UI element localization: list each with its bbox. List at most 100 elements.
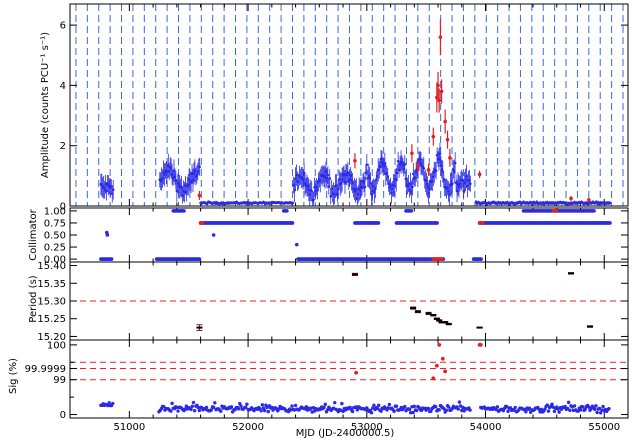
significance-point: [563, 404, 567, 409]
data-point: [291, 201, 295, 205]
period-point: [410, 307, 417, 310]
significance-point: [552, 409, 557, 414]
y-tick-label: 1.00: [44, 206, 66, 217]
y-tick-label: 0.00: [44, 255, 66, 266]
significance-point: [394, 404, 399, 408]
significance-point: [372, 403, 376, 407]
significance-point: [323, 402, 327, 407]
amplitude-axis-label: Amplitude (counts PCU⁻¹ s⁻¹): [40, 32, 51, 178]
period-point: [587, 325, 594, 328]
significance-point: [414, 408, 419, 413]
significance-point: [169, 409, 173, 413]
significance-point: [593, 407, 597, 412]
period-point: [445, 323, 452, 326]
significance-point: [197, 408, 202, 413]
detection-point: [445, 137, 450, 142]
detection-point: [426, 168, 431, 172]
significance-point: [429, 409, 433, 413]
significance-point: [209, 408, 213, 412]
x-tick-label: 55000: [588, 422, 620, 433]
significance-point: [266, 409, 270, 414]
amplitude-panel: 0 2 4 6: [60, 3, 629, 213]
x-tick-label: 53000: [351, 422, 383, 433]
significance-point: [412, 404, 416, 409]
significance-point: [170, 401, 174, 406]
data-point: [403, 163, 407, 166]
significance-point: [557, 410, 561, 414]
period-point: [414, 310, 421, 313]
significance-detection: [437, 342, 442, 347]
significance-detection: [431, 376, 436, 381]
significance-point: [468, 408, 472, 412]
detection-point: [416, 165, 420, 169]
detection-point: [436, 83, 440, 88]
collimator-point: [435, 221, 439, 225]
panel-frame: [69, 207, 629, 263]
significance-point: [594, 404, 598, 408]
detection-point: [587, 198, 591, 202]
significance-point: [444, 408, 449, 413]
panel-frame: [69, 339, 629, 419]
significance-point: [506, 409, 510, 414]
data-point: [395, 171, 399, 175]
period-point: [442, 321, 449, 324]
collimator-detection: [440, 257, 444, 261]
significance-point: [190, 404, 194, 409]
collimator-point: [211, 233, 216, 237]
collimator-point: [197, 257, 202, 261]
significance-point: [162, 404, 166, 409]
significance-point: [387, 402, 392, 407]
significance-point: [572, 404, 577, 408]
significance-point: [601, 404, 605, 409]
collimator-point: [182, 209, 186, 213]
period-point: [476, 326, 483, 329]
significance-point: [513, 405, 517, 410]
detection-point: [353, 158, 357, 163]
y-tick-label: 4: [60, 81, 66, 92]
significance-point: [219, 409, 223, 413]
significance-point: [213, 401, 217, 405]
significance-point: [245, 402, 249, 406]
significance-point: [184, 404, 189, 408]
detection-point: [443, 119, 447, 124]
period-point: [425, 312, 432, 315]
y-tick-label: 0: [60, 410, 66, 421]
x-tick-label: 54000: [470, 422, 502, 433]
data-point: [365, 163, 369, 166]
significance-point: [290, 404, 294, 408]
data-point: [374, 187, 377, 191]
significance-point: [204, 405, 209, 410]
significance-point: [392, 409, 396, 413]
significance-point: [107, 401, 111, 405]
significance-point: [407, 407, 412, 412]
significance-point: [111, 401, 115, 406]
significance-point: [259, 409, 263, 413]
collimator-detection: [481, 221, 485, 225]
significance-point: [581, 405, 585, 409]
data-point: [469, 182, 472, 186]
significance-point: [447, 405, 451, 409]
period-point: [196, 326, 203, 329]
significance-point: [568, 408, 572, 412]
significance-detection: [443, 369, 448, 374]
period-point: [430, 314, 437, 317]
data-point: [337, 187, 340, 191]
data-point: [438, 152, 442, 156]
significance-point: [550, 402, 554, 406]
period-axis-label: Period (s): [28, 275, 39, 322]
significance-point: [578, 408, 583, 412]
x-tick-label: 52000: [232, 422, 264, 433]
data-point: [434, 169, 438, 172]
significance-point: [229, 405, 234, 409]
collimator-point: [592, 209, 596, 213]
period-panel: 15.20 15.25 15.30 15.35 15.40: [37, 261, 629, 343]
y-tick-label: 15.35: [37, 279, 66, 290]
y-tick-label: 100: [47, 340, 66, 351]
y-tick-label: 99: [53, 375, 66, 386]
data-point: [312, 198, 315, 201]
significance-point: [175, 405, 179, 410]
data-point: [450, 182, 454, 186]
y-tick-label: 6: [60, 21, 66, 32]
significance-point: [376, 403, 381, 408]
